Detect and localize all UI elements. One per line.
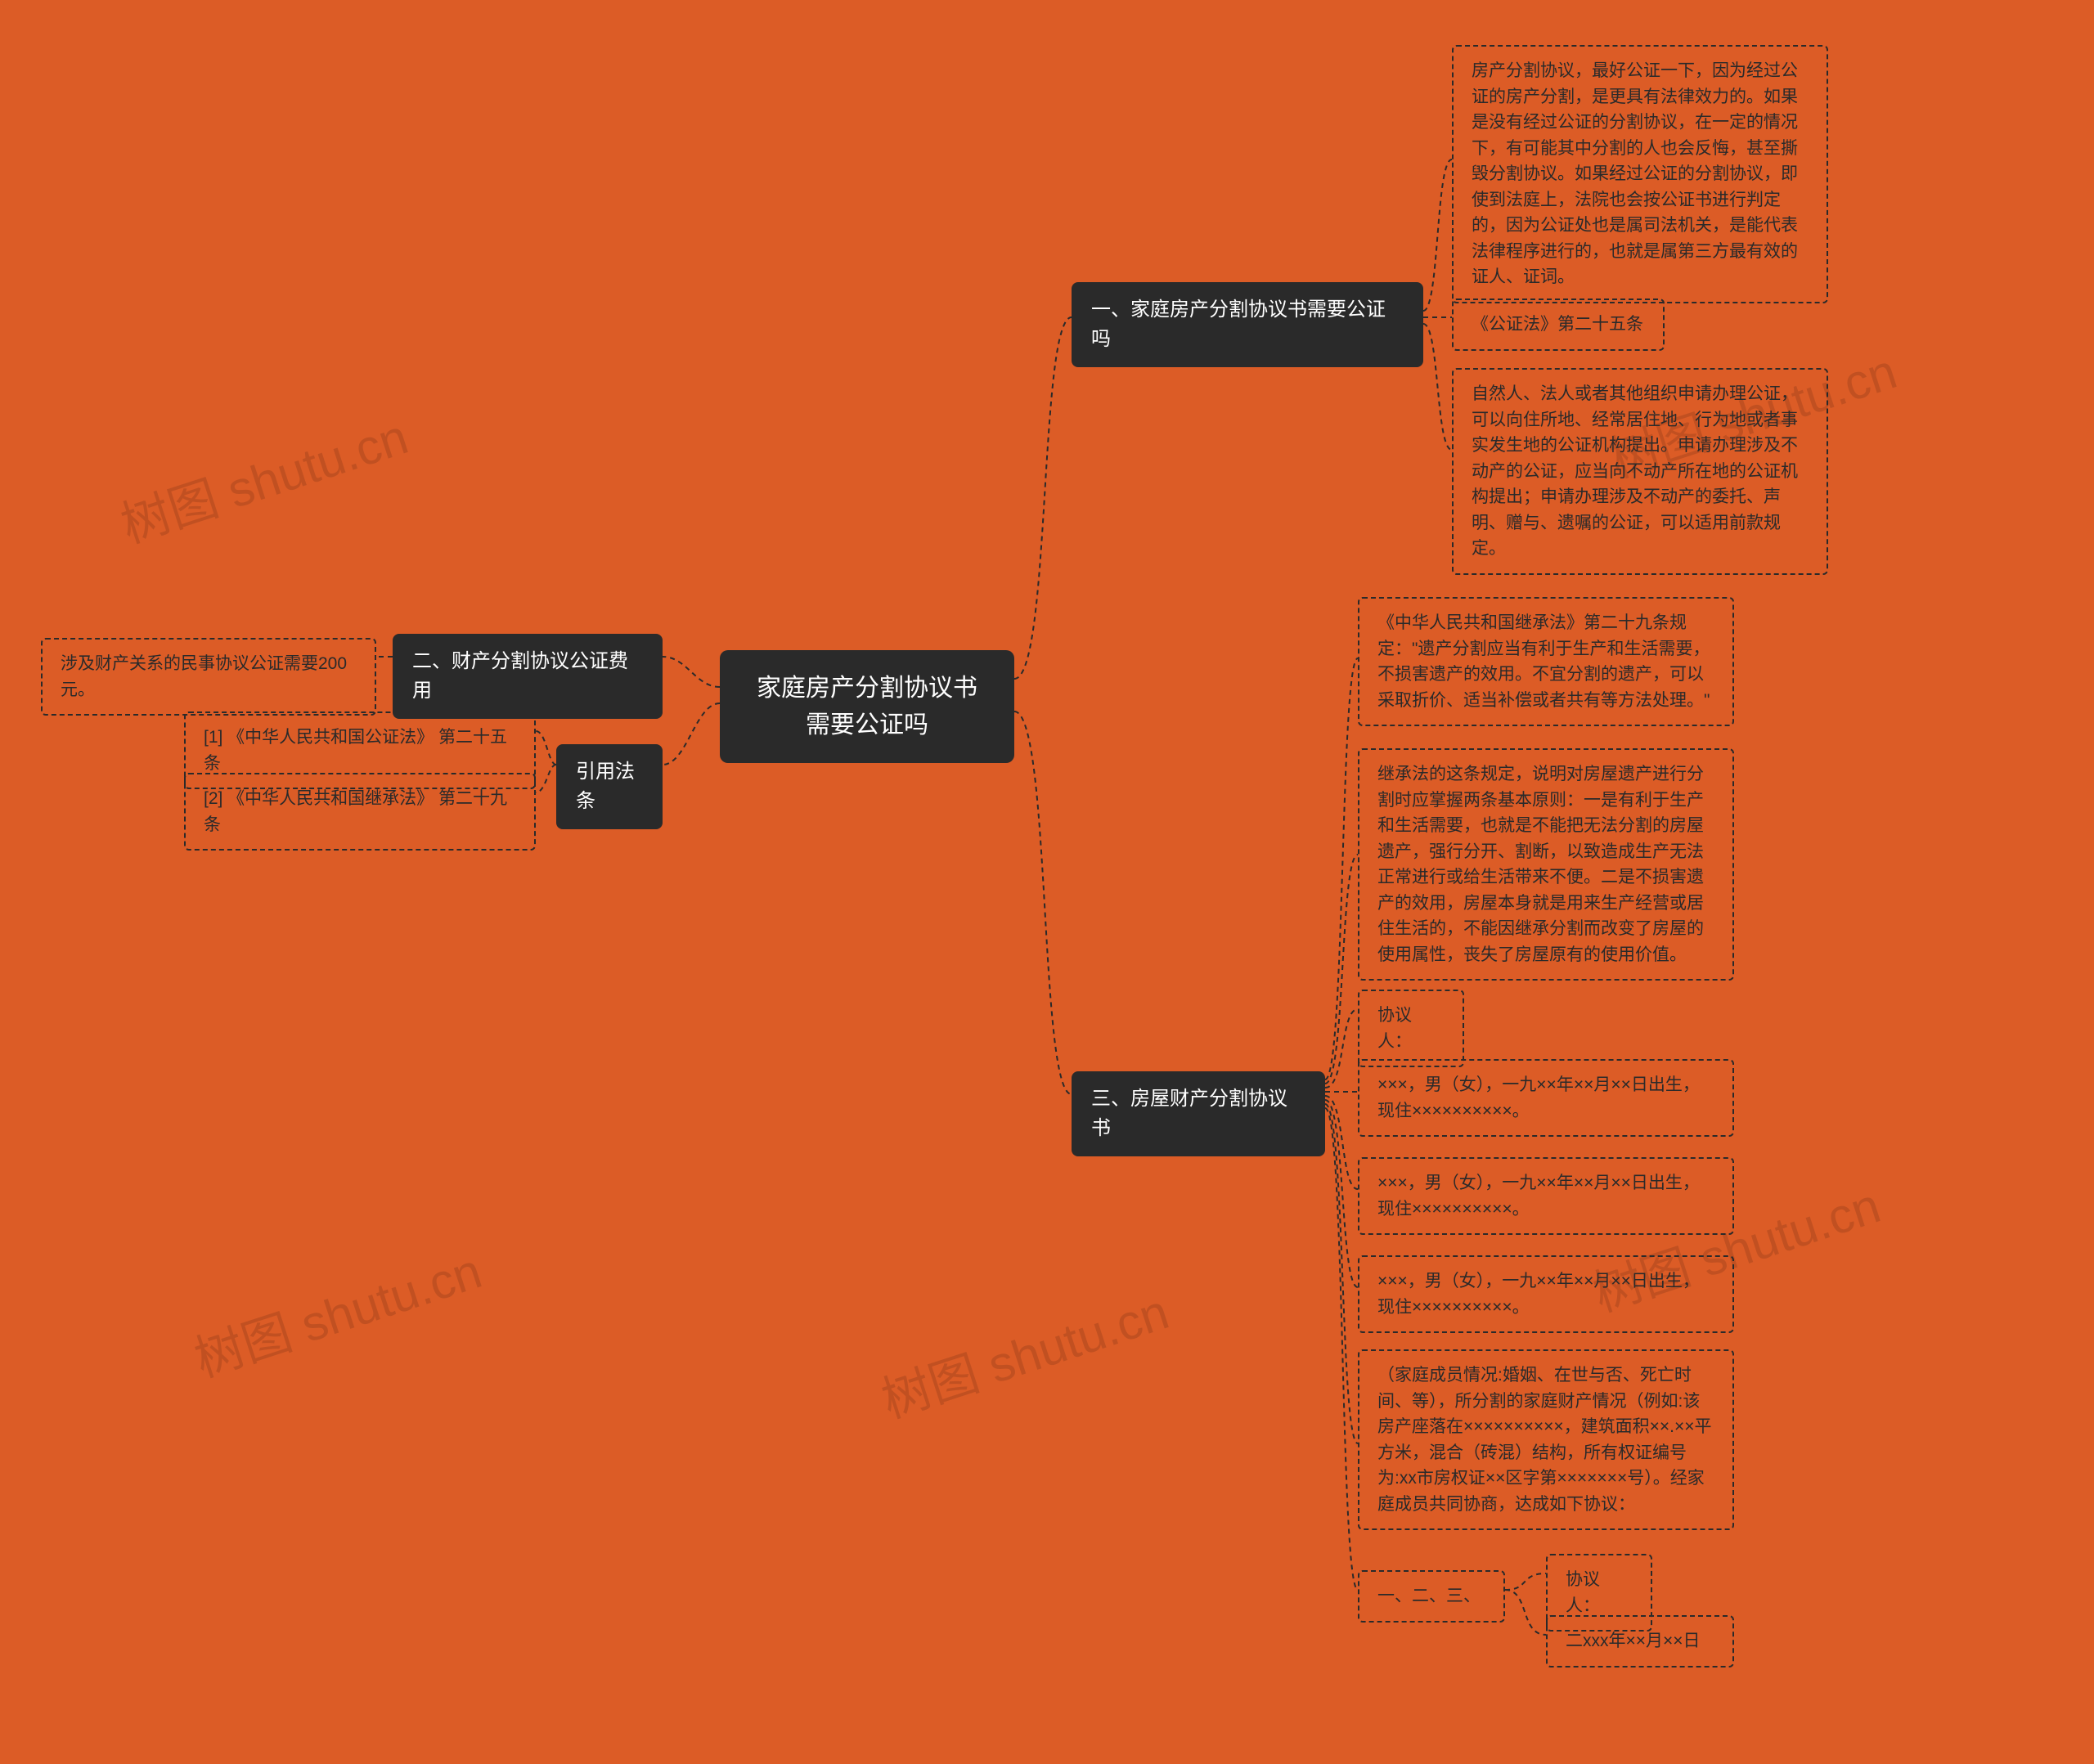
- leaf-b3-5: ×××，男（女），一九××年××月××日出生，现住××××××××××。: [1358, 1157, 1734, 1235]
- leaf-b1-2: 《公证法》第二十五条: [1452, 298, 1665, 351]
- leaf-b2-1: 涉及财产关系的民事协议公证需要200元。: [41, 638, 376, 716]
- branch-ref: 引用法条: [556, 744, 663, 829]
- branch-2: 二、财产分割协议公证费用: [393, 634, 663, 719]
- leaf-b3-6: ×××，男（女），一九××年××月××日出生，现住××××××××××。: [1358, 1255, 1734, 1333]
- leaf-b1-1: 房产分割协议，最好公证一下，因为经过公证的房产分割，是更具有法律效力的。如果是没…: [1452, 45, 1828, 303]
- branch-1: 一、家庭房产分割协议书需要公证吗: [1072, 282, 1423, 367]
- watermark: 树图 shutu.cn: [184, 1232, 489, 1391]
- leaf-b3-4: ×××，男（女），一九××年××月××日出生，现住××××××××××。: [1358, 1059, 1734, 1137]
- leaf-b3-8: 一、二、三、: [1358, 1570, 1505, 1623]
- root-node: 家庭房产分割协议书需要公证吗: [720, 650, 1014, 763]
- leaf-b3-3: 协议人：: [1358, 990, 1464, 1067]
- leaf-b3-8b: 二xxx年××月××日: [1546, 1615, 1734, 1667]
- leaf-b3-2: 继承法的这条规定，说明对房屋遗产进行分割时应掌握两条基本原则：一是有利于生产和生…: [1358, 748, 1734, 981]
- leaf-b3-1: 《中华人民共和国继承法》第二十九条规定："遗产分割应当有利于生产和生活需要，不损…: [1358, 597, 1734, 726]
- branch-3: 三、房屋财产分割协议书: [1072, 1071, 1325, 1156]
- watermark: 树图 shutu.cn: [110, 397, 416, 557]
- leaf-b1-3: 自然人、法人或者其他组织申请办理公证，可以向住所地、经常居住地、行为地或者事实发…: [1452, 368, 1828, 575]
- watermark: 树图 shutu.cn: [871, 1273, 1176, 1432]
- leaf-ref-2: [2] 《中华人民共和国继承法》 第二十九条: [184, 773, 536, 851]
- leaf-b3-7: （家庭成员情况:婚姻、在世与否、死亡时间、等），所分割的家庭财产情况（例如:该房…: [1358, 1349, 1734, 1530]
